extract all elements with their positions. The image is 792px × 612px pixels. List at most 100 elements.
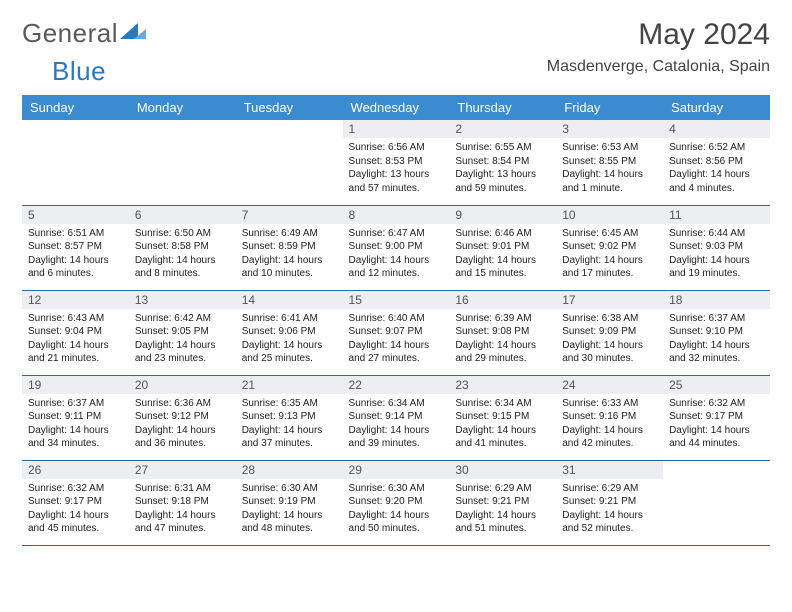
calendar-day-cell: 30Sunrise: 6:29 AMSunset: 9:21 PMDayligh… <box>449 460 556 545</box>
day-number: 14 <box>236 291 343 309</box>
calendar-day-cell: 27Sunrise: 6:31 AMSunset: 9:18 PMDayligh… <box>129 460 236 545</box>
day-details: Sunrise: 6:32 AMSunset: 9:17 PMDaylight:… <box>663 394 770 455</box>
calendar-day-cell: 6Sunrise: 6:50 AMSunset: 8:58 PMDaylight… <box>129 205 236 290</box>
day-number: 22 <box>343 376 450 394</box>
day-details: Sunrise: 6:49 AMSunset: 8:59 PMDaylight:… <box>236 224 343 285</box>
day-details: Sunrise: 6:30 AMSunset: 9:20 PMDaylight:… <box>343 479 450 540</box>
calendar-day-cell: 19Sunrise: 6:37 AMSunset: 9:11 PMDayligh… <box>22 375 129 460</box>
day-number: 15 <box>343 291 450 309</box>
weekday-header: Monday <box>129 95 236 120</box>
logo: General <box>22 18 148 49</box>
calendar-day-cell: 18Sunrise: 6:37 AMSunset: 9:10 PMDayligh… <box>663 290 770 375</box>
day-number: 28 <box>236 461 343 479</box>
day-number: 10 <box>556 206 663 224</box>
calendar-day-cell: 12Sunrise: 6:43 AMSunset: 9:04 PMDayligh… <box>22 290 129 375</box>
day-details: Sunrise: 6:37 AMSunset: 9:10 PMDaylight:… <box>663 309 770 370</box>
calendar-body: 1Sunrise: 6:56 AMSunset: 8:53 PMDaylight… <box>22 120 770 545</box>
day-number: 29 <box>343 461 450 479</box>
day-number: 9 <box>449 206 556 224</box>
calendar-day-cell: 17Sunrise: 6:38 AMSunset: 9:09 PMDayligh… <box>556 290 663 375</box>
calendar-day-cell: 2Sunrise: 6:55 AMSunset: 8:54 PMDaylight… <box>449 120 556 205</box>
day-details: Sunrise: 6:33 AMSunset: 9:16 PMDaylight:… <box>556 394 663 455</box>
calendar-day-cell: 9Sunrise: 6:46 AMSunset: 9:01 PMDaylight… <box>449 205 556 290</box>
calendar-day-cell <box>663 460 770 545</box>
day-details: Sunrise: 6:41 AMSunset: 9:06 PMDaylight:… <box>236 309 343 370</box>
day-details: Sunrise: 6:42 AMSunset: 9:05 PMDaylight:… <box>129 309 236 370</box>
calendar-day-cell <box>236 120 343 205</box>
day-number: 26 <box>22 461 129 479</box>
day-details: Sunrise: 6:30 AMSunset: 9:19 PMDaylight:… <box>236 479 343 540</box>
calendar-day-cell: 23Sunrise: 6:34 AMSunset: 9:15 PMDayligh… <box>449 375 556 460</box>
calendar-day-cell <box>129 120 236 205</box>
day-details: Sunrise: 6:55 AMSunset: 8:54 PMDaylight:… <box>449 138 556 199</box>
calendar-day-cell: 25Sunrise: 6:32 AMSunset: 9:17 PMDayligh… <box>663 375 770 460</box>
calendar-day-cell: 29Sunrise: 6:30 AMSunset: 9:20 PMDayligh… <box>343 460 450 545</box>
calendar-week-row: 19Sunrise: 6:37 AMSunset: 9:11 PMDayligh… <box>22 375 770 460</box>
day-details: Sunrise: 6:34 AMSunset: 9:14 PMDaylight:… <box>343 394 450 455</box>
calendar-day-cell: 15Sunrise: 6:40 AMSunset: 9:07 PMDayligh… <box>343 290 450 375</box>
day-details: Sunrise: 6:37 AMSunset: 9:11 PMDaylight:… <box>22 394 129 455</box>
day-number: 7 <box>236 206 343 224</box>
day-number: 25 <box>663 376 770 394</box>
calendar-day-cell: 11Sunrise: 6:44 AMSunset: 9:03 PMDayligh… <box>663 205 770 290</box>
day-number: 13 <box>129 291 236 309</box>
weekday-header: Saturday <box>663 95 770 120</box>
day-details: Sunrise: 6:34 AMSunset: 9:15 PMDaylight:… <box>449 394 556 455</box>
day-number: 21 <box>236 376 343 394</box>
calendar-day-cell: 22Sunrise: 6:34 AMSunset: 9:14 PMDayligh… <box>343 375 450 460</box>
calendar-day-cell: 13Sunrise: 6:42 AMSunset: 9:05 PMDayligh… <box>129 290 236 375</box>
calendar-day-cell: 28Sunrise: 6:30 AMSunset: 9:19 PMDayligh… <box>236 460 343 545</box>
logo-text-general: General <box>22 18 118 49</box>
day-details: Sunrise: 6:51 AMSunset: 8:57 PMDaylight:… <box>22 224 129 285</box>
calendar-day-cell: 7Sunrise: 6:49 AMSunset: 8:59 PMDaylight… <box>236 205 343 290</box>
day-details: Sunrise: 6:50 AMSunset: 8:58 PMDaylight:… <box>129 224 236 285</box>
calendar-day-cell: 4Sunrise: 6:52 AMSunset: 8:56 PMDaylight… <box>663 120 770 205</box>
day-details: Sunrise: 6:44 AMSunset: 9:03 PMDaylight:… <box>663 224 770 285</box>
day-details: Sunrise: 6:35 AMSunset: 9:13 PMDaylight:… <box>236 394 343 455</box>
day-details: Sunrise: 6:38 AMSunset: 9:09 PMDaylight:… <box>556 309 663 370</box>
logo-triangle-icon <box>120 21 146 46</box>
day-details: Sunrise: 6:31 AMSunset: 9:18 PMDaylight:… <box>129 479 236 540</box>
calendar-table: SundayMondayTuesdayWednesdayThursdayFrid… <box>22 95 770 546</box>
day-details: Sunrise: 6:43 AMSunset: 9:04 PMDaylight:… <box>22 309 129 370</box>
calendar-day-cell: 3Sunrise: 6:53 AMSunset: 8:55 PMDaylight… <box>556 120 663 205</box>
day-details: Sunrise: 6:29 AMSunset: 9:21 PMDaylight:… <box>449 479 556 540</box>
day-details: Sunrise: 6:53 AMSunset: 8:55 PMDaylight:… <box>556 138 663 199</box>
month-title: May 2024 <box>547 18 770 52</box>
day-number: 4 <box>663 120 770 138</box>
logo-text-blue: Blue <box>52 56 106 86</box>
day-number: 11 <box>663 206 770 224</box>
day-number: 31 <box>556 461 663 479</box>
day-number: 20 <box>129 376 236 394</box>
calendar-day-cell: 21Sunrise: 6:35 AMSunset: 9:13 PMDayligh… <box>236 375 343 460</box>
day-details: Sunrise: 6:47 AMSunset: 9:00 PMDaylight:… <box>343 224 450 285</box>
day-number: 8 <box>343 206 450 224</box>
weekday-header-row: SundayMondayTuesdayWednesdayThursdayFrid… <box>22 95 770 120</box>
weekday-header: Friday <box>556 95 663 120</box>
day-number: 6 <box>129 206 236 224</box>
day-details: Sunrise: 6:32 AMSunset: 9:17 PMDaylight:… <box>22 479 129 540</box>
day-number: 5 <box>22 206 129 224</box>
day-details: Sunrise: 6:45 AMSunset: 9:02 PMDaylight:… <box>556 224 663 285</box>
weekday-header: Tuesday <box>236 95 343 120</box>
day-number: 3 <box>556 120 663 138</box>
calendar-day-cell: 16Sunrise: 6:39 AMSunset: 9:08 PMDayligh… <box>449 290 556 375</box>
calendar-week-row: 5Sunrise: 6:51 AMSunset: 8:57 PMDaylight… <box>22 205 770 290</box>
day-number: 27 <box>129 461 236 479</box>
day-number: 16 <box>449 291 556 309</box>
day-details: Sunrise: 6:39 AMSunset: 9:08 PMDaylight:… <box>449 309 556 370</box>
weekday-header: Wednesday <box>343 95 450 120</box>
calendar-week-row: 12Sunrise: 6:43 AMSunset: 9:04 PMDayligh… <box>22 290 770 375</box>
day-number: 19 <box>22 376 129 394</box>
day-number: 1 <box>343 120 450 138</box>
calendar-week-row: 1Sunrise: 6:56 AMSunset: 8:53 PMDaylight… <box>22 120 770 205</box>
calendar-day-cell: 26Sunrise: 6:32 AMSunset: 9:17 PMDayligh… <box>22 460 129 545</box>
calendar-day-cell: 20Sunrise: 6:36 AMSunset: 9:12 PMDayligh… <box>129 375 236 460</box>
calendar-day-cell <box>22 120 129 205</box>
calendar-day-cell: 31Sunrise: 6:29 AMSunset: 9:21 PMDayligh… <box>556 460 663 545</box>
calendar-day-cell: 14Sunrise: 6:41 AMSunset: 9:06 PMDayligh… <box>236 290 343 375</box>
calendar-day-cell: 8Sunrise: 6:47 AMSunset: 9:00 PMDaylight… <box>343 205 450 290</box>
day-number: 18 <box>663 291 770 309</box>
day-number: 12 <box>22 291 129 309</box>
day-number: 2 <box>449 120 556 138</box>
